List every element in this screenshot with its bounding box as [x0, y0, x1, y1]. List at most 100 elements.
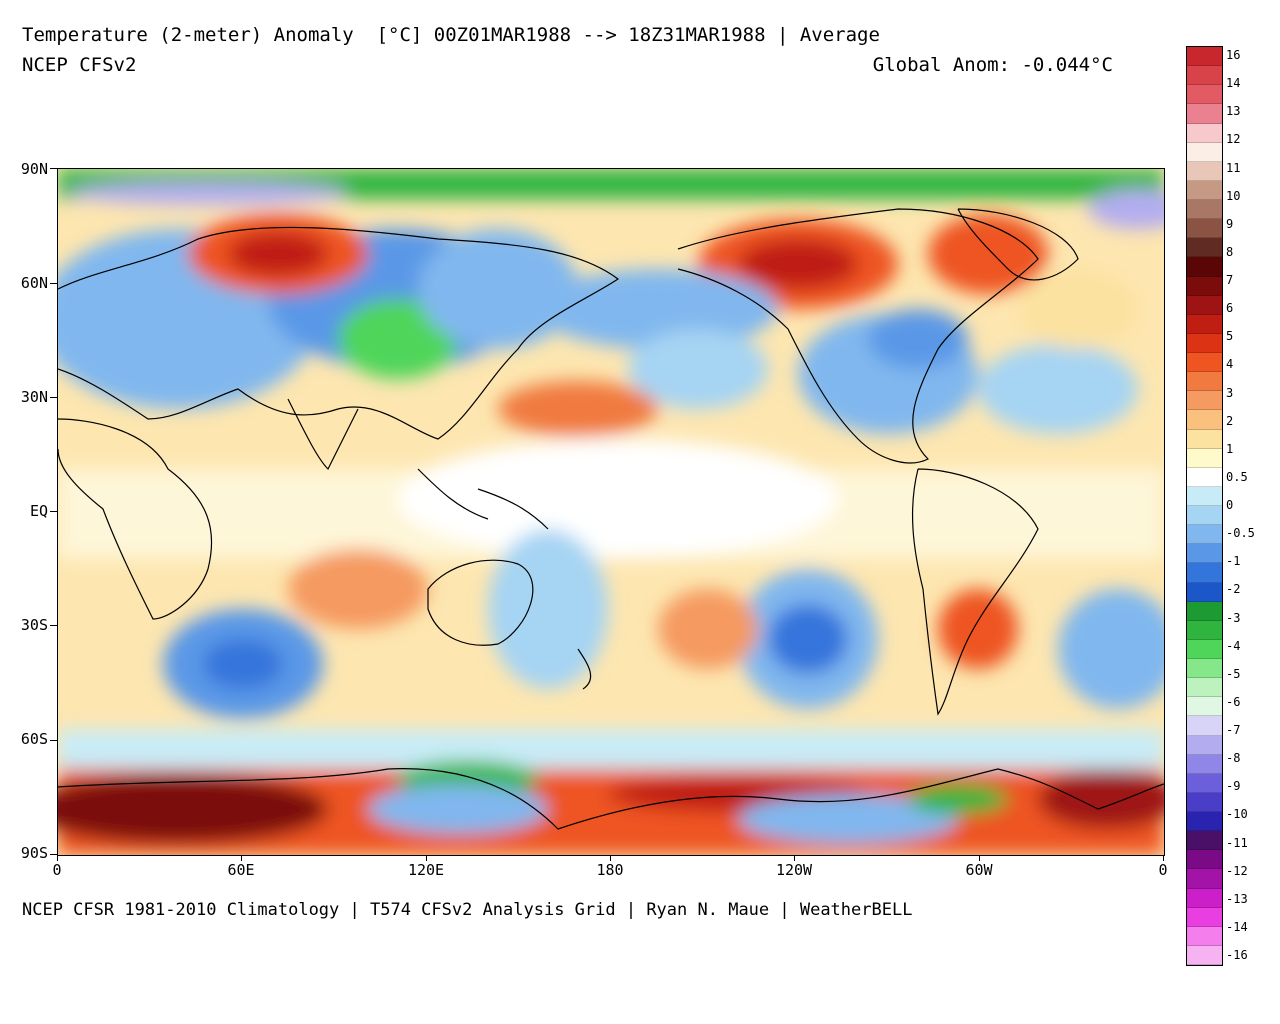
- map-title: Temperature (2-meter) Anomaly [°C] 00Z01…: [22, 24, 880, 46]
- colorbar-label: 12: [1226, 132, 1241, 147]
- colorbar-segment: [1187, 161, 1222, 181]
- colorbar-label: -14: [1226, 919, 1248, 934]
- colorbar-segment: [1187, 735, 1222, 755]
- colorbar-segment: [1187, 620, 1222, 640]
- colorbar-label: 0.5: [1226, 469, 1248, 484]
- colorbar-segment: [1187, 869, 1222, 889]
- colorbar-segment: [1187, 659, 1222, 679]
- colorbar-segment: [1187, 353, 1222, 373]
- colorbar-segment: [1187, 448, 1222, 468]
- colorbar-label: 2: [1226, 413, 1234, 428]
- colorbar-segment: [1187, 467, 1222, 487]
- colorbar-segment: [1187, 678, 1222, 698]
- colorbar-segment: [1187, 180, 1222, 200]
- colorbar-segment: [1187, 257, 1222, 277]
- colorbar-label: -2: [1226, 582, 1241, 597]
- colorbar-segment: [1187, 295, 1222, 315]
- colorbar-label: 10: [1226, 188, 1241, 203]
- colorbar-segment: [1187, 219, 1222, 239]
- colorbar-segment: [1187, 47, 1222, 67]
- colorbar-label: 4: [1226, 357, 1234, 372]
- colorbar-segment: [1187, 907, 1222, 927]
- colorbar-segment: [1187, 812, 1222, 832]
- lat-tick: [50, 511, 57, 512]
- lon-tick: [794, 855, 795, 861]
- colorbar-segment: [1187, 410, 1222, 430]
- colorbar-segment: [1187, 123, 1222, 143]
- colorbar-segment: [1187, 486, 1222, 506]
- lat-label: 60S: [20, 730, 48, 748]
- lat-label: 30S: [20, 616, 48, 634]
- lon-tick: [1163, 855, 1164, 861]
- colorbar-label: -1: [1226, 554, 1241, 569]
- colorbar-segment: [1187, 601, 1222, 621]
- colorbar-segment: [1187, 888, 1222, 908]
- colorbar-segment: [1187, 926, 1222, 946]
- colorbar-label: 16: [1226, 48, 1241, 62]
- coastlines: [58, 208, 1164, 830]
- colorbar-label: 13: [1226, 104, 1241, 119]
- colorbar-segment: [1187, 506, 1222, 526]
- lat-label: EQ: [29, 502, 48, 520]
- colorbar-segment: [1187, 104, 1222, 124]
- lon-label: 120E: [407, 861, 445, 879]
- lat-tick: [50, 740, 57, 741]
- colorbar-label: -16: [1226, 948, 1248, 962]
- colorbar-segment: [1187, 142, 1222, 162]
- colorbar-segment: [1187, 85, 1222, 105]
- colorbar-segment: [1187, 639, 1222, 659]
- colorbar-segment: [1187, 792, 1222, 812]
- colorbar-segment: [1187, 945, 1222, 965]
- colorbar-label: 9: [1226, 216, 1234, 231]
- colorbar-label: -7: [1226, 723, 1241, 737]
- colorbar-segment: [1187, 314, 1222, 334]
- colorbar-label: 5: [1226, 329, 1234, 344]
- colorbar-label: -10: [1226, 807, 1248, 822]
- lon-tick: [426, 855, 427, 861]
- colorbar-segment: [1187, 831, 1222, 851]
- lon-label: 180: [596, 861, 624, 879]
- colorbar-label: -8: [1226, 751, 1241, 766]
- lat-label: 30N: [20, 388, 48, 406]
- lat-tick: [50, 625, 57, 626]
- colorbar-label: -3: [1226, 610, 1241, 625]
- colorbar-label: 7: [1226, 273, 1234, 287]
- colorbar-segment: [1187, 697, 1222, 717]
- colorbar-segment: [1187, 66, 1222, 86]
- colorbar-label: -0.5: [1226, 526, 1255, 541]
- colorbar-label: -11: [1226, 835, 1248, 850]
- colorbar-segment: [1187, 563, 1222, 583]
- colorbar-label: -6: [1226, 694, 1241, 709]
- lon-tick: [610, 855, 611, 861]
- colorbar-segment: [1187, 238, 1222, 258]
- colorbar: [1186, 46, 1223, 966]
- colorbar-label: 11: [1226, 160, 1241, 175]
- colorbar-label: 3: [1226, 385, 1234, 400]
- anomaly-field: [58, 169, 1164, 855]
- lat-tick: [50, 283, 57, 284]
- lat-tick: [50, 854, 57, 855]
- lat-tick: [50, 397, 57, 398]
- colorbar-segment: [1187, 754, 1222, 774]
- colorbar-label: -9: [1226, 779, 1241, 794]
- colorbar-segment: [1187, 372, 1222, 392]
- colorbar-segment: [1187, 850, 1222, 870]
- colorbar-segment: [1187, 333, 1222, 353]
- colorbar-segment: [1187, 429, 1222, 449]
- global-anomaly-value: Global Anom: -0.044°C: [872, 54, 1113, 76]
- colorbar-segment: [1187, 391, 1222, 411]
- anomaly-map: [57, 168, 1165, 856]
- colorbar-label: -12: [1226, 863, 1248, 878]
- colorbar-label: 0: [1226, 498, 1234, 512]
- colorbar-segment: [1187, 544, 1222, 564]
- lat-label: 90S: [20, 844, 48, 862]
- colorbar-label: 8: [1226, 244, 1234, 259]
- lon-label: 60W: [965, 861, 993, 879]
- lat-label: 90N: [20, 160, 48, 178]
- model-name: NCEP CFSv2: [22, 54, 137, 76]
- colorbar-label: -4: [1226, 638, 1241, 653]
- lon-tick: [57, 855, 58, 861]
- lon-tick: [979, 855, 980, 861]
- lon-label: 120W: [775, 861, 813, 879]
- colorbar-label: -5: [1226, 666, 1241, 681]
